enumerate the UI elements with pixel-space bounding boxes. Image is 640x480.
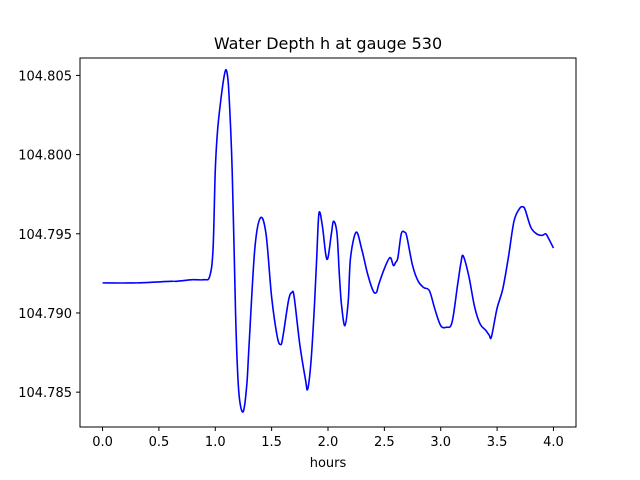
y-tick-label: 104.785 <box>18 386 72 401</box>
x-tick-label: 0.5 <box>149 435 170 450</box>
x-tick-label: 1.0 <box>205 435 226 450</box>
y-tick-label: 104.800 <box>18 149 72 164</box>
x-tick-label: 1.5 <box>261 435 282 450</box>
x-tick-label: 2.0 <box>318 435 339 450</box>
y-tick-label: 104.805 <box>18 69 72 84</box>
x-tick-label: 2.5 <box>374 435 395 450</box>
x-tick-label: 0.0 <box>92 435 113 450</box>
series-line-0 <box>102 68 555 413</box>
y-tick-label: 104.790 <box>18 307 72 322</box>
plot-area <box>102 68 555 413</box>
x-tick-label: 4.0 <box>543 435 564 450</box>
chart-title: Water Depth h at gauge 530 <box>214 34 442 53</box>
x-axis-label: hours <box>310 456 347 471</box>
x-tick-label: 3.5 <box>487 435 508 450</box>
y-axis: 104.785 104.790 104.795 104.800 104.805 <box>18 69 80 401</box>
y-tick-label: 104.795 <box>18 228 72 243</box>
x-tick-label: 3.0 <box>430 435 451 450</box>
x-axis: 0.0 0.5 1.0 1.5 2.0 2.5 3.0 3.5 4.0 <box>92 427 564 450</box>
